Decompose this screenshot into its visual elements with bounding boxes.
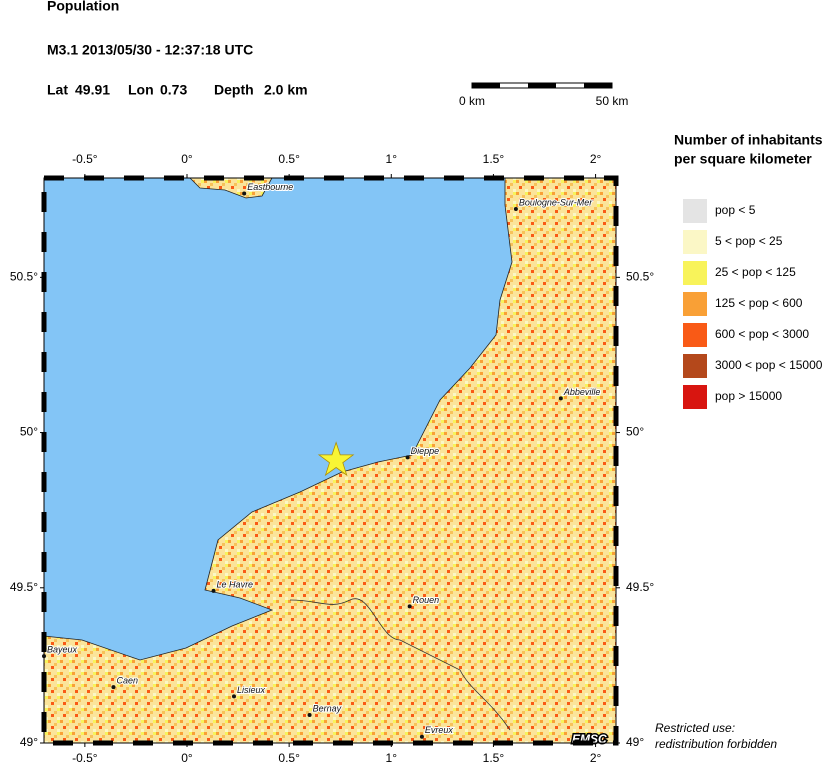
lat-label: 49.5° — [10, 580, 38, 594]
city-label: Bayeux — [47, 644, 78, 654]
city-dot — [42, 654, 46, 659]
lat-label: 50° — [20, 425, 38, 439]
legend-swatch — [683, 230, 707, 254]
notice: Restricted use: — [655, 721, 735, 735]
lon-label: 0° — [181, 751, 193, 765]
lat: 49.91 — [75, 82, 110, 98]
lon-label: 1° — [386, 152, 398, 166]
lon-label: 2° — [590, 152, 602, 166]
lon-label: 1° — [386, 751, 398, 765]
city-label: Caen — [116, 675, 138, 685]
lat-label: 49.5° — [626, 580, 654, 594]
scale-start: 0 km — [459, 94, 485, 108]
lat-label: 50.5° — [10, 270, 38, 284]
city-dot — [407, 604, 412, 609]
city-label: Rouen — [413, 595, 440, 605]
legend-swatch — [683, 292, 707, 316]
depth-label: Depth — [214, 82, 254, 98]
lon: 0.73 — [160, 82, 187, 98]
city-label: Bernay — [313, 703, 342, 713]
city-dot — [111, 685, 116, 690]
city-dot — [307, 713, 312, 718]
city-dot — [405, 455, 410, 460]
legend-title: Number of inhabitants — [674, 132, 823, 148]
lat-label: 49° — [20, 735, 38, 749]
lon-label: 1.5° — [483, 751, 505, 765]
lon-label: -0.5° — [72, 152, 98, 166]
lat-label: 50° — [626, 425, 644, 439]
lat-label: 50.5° — [626, 270, 654, 284]
lon-label: 1.5° — [483, 152, 505, 166]
title: Population — [47, 0, 119, 14]
lon-label: 2° — [590, 751, 602, 765]
city-label: Eastbourne — [247, 182, 293, 192]
legend-swatch — [683, 261, 707, 285]
river — [289, 598, 511, 731]
legend-label: 5 < pop < 25 — [715, 234, 783, 248]
legend-swatch — [683, 323, 707, 347]
legend-label: 25 < pop < 125 — [715, 265, 796, 279]
notice: redistribution forbidden — [655, 737, 777, 751]
legend-swatch — [683, 385, 707, 409]
lat-label: Lat — [47, 82, 68, 98]
city-label: Abbeville — [563, 387, 601, 397]
depth: 2.0 km — [264, 82, 308, 98]
city-label: Dieppe — [411, 446, 440, 456]
sea — [43, 177, 513, 661]
lon-label: 0.5° — [278, 751, 300, 765]
legend-swatch — [683, 354, 707, 378]
city-dot — [242, 191, 247, 196]
lon-label: -0.5° — [72, 751, 98, 765]
lat-label: 49° — [626, 735, 644, 749]
city-label: Lisieux — [237, 685, 266, 695]
legend-label: 3000 < pop < 15000 — [715, 358, 823, 372]
lon-label: 0° — [181, 152, 193, 166]
city-dot — [419, 734, 424, 739]
city-dot — [211, 588, 216, 593]
frame — [41, 175, 619, 746]
legend-label: pop < 5 — [715, 203, 756, 217]
city-label: Boulogne-Sur-Mer — [519, 197, 593, 207]
legend-label: 125 < pop < 600 — [715, 296, 803, 310]
city-dot — [558, 396, 563, 401]
lon-label: Lon — [128, 82, 154, 98]
legend-label: 600 < pop < 3000 — [715, 327, 809, 341]
city-label: Evreux — [425, 725, 454, 735]
city-dot — [231, 694, 236, 699]
event: M3.1 2013/05/30 - 12:37:18 UTC — [47, 42, 253, 58]
scale-end: 50 km — [596, 94, 629, 108]
epicenter — [317, 441, 355, 477]
legend-swatch — [683, 199, 707, 223]
lon-label: 0.5° — [278, 152, 300, 166]
city-dot — [513, 207, 518, 212]
legend-title: per square kilometer — [674, 151, 812, 167]
city-label: Le Havre — [217, 579, 254, 589]
scale-bar — [471, 82, 613, 89]
legend-label: pop > 15000 — [715, 389, 782, 403]
